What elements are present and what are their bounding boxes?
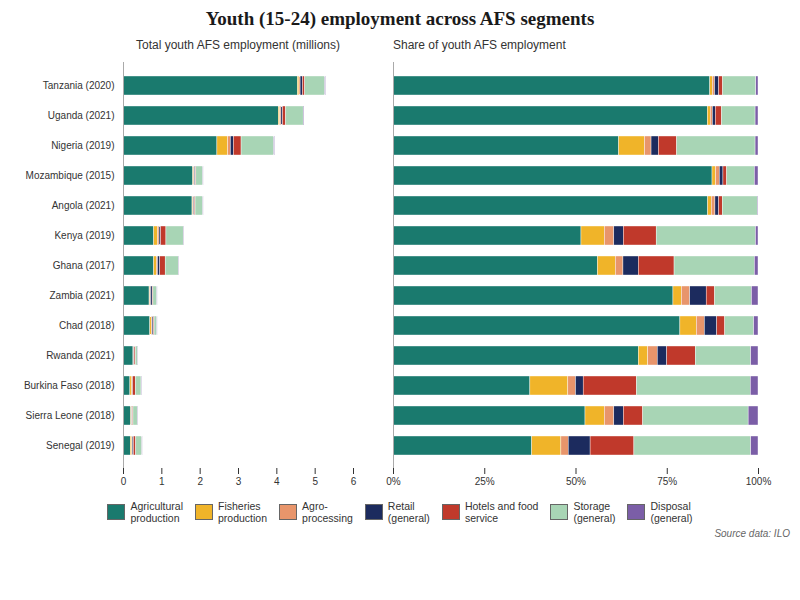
svg-text:Kenya (2019): Kenya (2019)	[54, 230, 114, 241]
svg-text:Burkina Faso (2018): Burkina Faso (2018)	[24, 380, 115, 391]
html-text:Disposal (general): Disposal (general)	[650, 500, 693, 525]
svg-text:2: 2	[197, 476, 203, 487]
svg-text:Tanzania (2020): Tanzania (2020)	[43, 80, 115, 91]
html-text:Share of youth AFS employment: Share of youth AFS employment	[393, 38, 566, 52]
svg-text:0: 0	[121, 476, 127, 487]
svg-text:Zambia (2021): Zambia (2021)	[49, 290, 114, 301]
html-text:Retail (general): Retail (general)	[387, 500, 430, 525]
svg-text:Angola (2021): Angola (2021)	[52, 200, 115, 211]
svg-text:Nigeria (2019): Nigeria (2019)	[51, 140, 114, 151]
svg-text:4: 4	[274, 476, 280, 487]
html-text:Agricultural production: Agricultural production	[130, 500, 183, 525]
svg-text:Sierra Leone (2018): Sierra Leone (2018)	[26, 410, 115, 421]
svg-text:Uganda (2021): Uganda (2021)	[48, 110, 115, 121]
html-text:Source data: ILO: Source data: ILO	[714, 528, 790, 540]
svg-text:1: 1	[159, 476, 165, 487]
svg-text:75%: 75%	[657, 476, 677, 487]
html-text:Youth (15-24) employment acros: Youth (15-24) employment across AFS segm…	[205, 8, 595, 29]
svg-text:5: 5	[312, 476, 318, 487]
svg-text:3: 3	[236, 476, 242, 487]
html-text:Storage (general): Storage (general)	[573, 500, 616, 525]
svg-text:25%: 25%	[475, 476, 495, 487]
html-text:Agro- processing: Agro- processing	[302, 500, 353, 525]
svg-text:Chad (2018): Chad (2018)	[59, 320, 115, 331]
svg-text:Ghana (2017): Ghana (2017)	[53, 260, 115, 271]
svg-text:Mozambique (2015): Mozambique (2015)	[26, 170, 115, 181]
svg-text:50%: 50%	[566, 476, 586, 487]
svg-text:6: 6	[351, 476, 357, 487]
html-text:Fisheries production: Fisheries production	[218, 500, 268, 525]
html-text:Hotels and food service: Hotels and food service	[464, 500, 539, 525]
svg-text:0%: 0%	[386, 476, 401, 487]
html-text:Total youth AFS employment (mi: Total youth AFS employment (millions)	[136, 38, 340, 52]
svg-text:100%: 100%	[746, 476, 772, 487]
svg-text:Rwanda (2021): Rwanda (2021)	[46, 350, 114, 361]
svg-text:Senegal (2019): Senegal (2019)	[46, 440, 114, 451]
